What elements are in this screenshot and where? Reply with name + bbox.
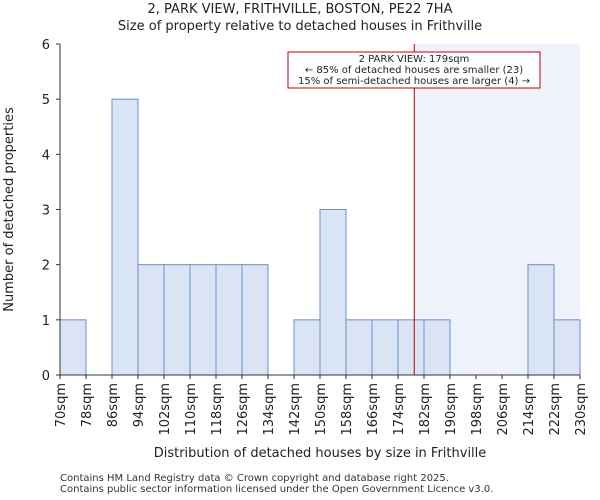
x-tick-label: 86sqm	[106, 383, 121, 427]
x-tick-label: 230sqm	[574, 383, 589, 436]
x-tick-label: 126sqm	[236, 383, 251, 436]
chart-subtitle: Size of property relative to detached ho…	[117, 19, 483, 34]
chart-title: 2, PARK VIEW, FRITHVILLE, BOSTON, PE22 7…	[147, 2, 453, 17]
x-axis-label: Distribution of detached houses by size …	[154, 446, 487, 461]
x-tick-label: 118sqm	[210, 383, 225, 436]
x-tick-label: 174sqm	[392, 383, 407, 436]
x-tick-label: 158sqm	[340, 383, 355, 436]
histogram-chart: 0 1 2 3 4 5 6 70sqm 78sqm 86sqm 94sqm 102sqm 110sqm 1…	[2, 38, 589, 461]
annotation-line-3: 15% of semi-detached houses are larger (…	[298, 76, 530, 87]
x-tick-label: 206sqm	[496, 383, 511, 436]
y-tick-label: 2	[42, 259, 50, 274]
bar-142sqm	[293, 319, 321, 376]
y-axis-label: Number of detached properties	[2, 107, 17, 312]
bar-182sqm	[423, 319, 451, 376]
bar-150sqm	[319, 209, 347, 376]
x-tick-label: 134sqm	[262, 383, 277, 436]
footer-line-2: Contains public sector information licen…	[60, 484, 494, 495]
x-tick-label: 102sqm	[158, 383, 173, 436]
x-tick-label: 198sqm	[470, 383, 485, 436]
x-tick-label: 222sqm	[548, 383, 563, 436]
bar-86sqm	[111, 98, 139, 376]
y-tick-label: 0	[42, 369, 50, 384]
bar-158sqm	[345, 319, 373, 376]
x-tick-label: 70sqm	[54, 383, 69, 427]
y-tick-label: 1	[42, 314, 50, 329]
annotation-line-1: 2 PARK VIEW: 179sqm	[359, 54, 470, 65]
bar-174sqm	[397, 319, 425, 376]
bar-70sqm	[59, 319, 87, 376]
x-tick-label: 190sqm	[444, 383, 459, 436]
bar-126sqm	[241, 264, 269, 376]
y-tick-label: 3	[42, 204, 50, 219]
bar-118sqm	[215, 264, 243, 376]
annotation-border	[287, 51, 541, 89]
x-tick-label: 214sqm	[522, 383, 537, 436]
annotation-box: 2 PARK VIEW: 179sqm ← 85% of detached ho…	[287, 51, 541, 89]
y-tick-label: 4	[42, 148, 50, 163]
x-tick-label: 142sqm	[288, 383, 303, 436]
bar-222sqm	[553, 319, 581, 376]
x-tick-label: 110sqm	[184, 383, 199, 436]
bar-166sqm	[371, 319, 399, 376]
x-tick-label: 150sqm	[314, 383, 329, 436]
x-tick-label: 182sqm	[418, 383, 433, 436]
y-tick-label: 5	[42, 93, 50, 108]
bar-110sqm	[189, 264, 217, 376]
y-tick-label: 6	[42, 38, 50, 53]
annotation-line-2: ← 85% of detached houses are smaller (23…	[305, 65, 523, 76]
bar-102sqm	[163, 264, 191, 376]
footer-line-1: Contains HM Land Registry data © Crown c…	[60, 473, 449, 484]
bar-214sqm	[527, 264, 555, 376]
x-tick-label: 78sqm	[80, 383, 95, 427]
x-tick-label: 166sqm	[366, 383, 381, 436]
bar-94sqm	[137, 264, 165, 376]
x-tick-label: 94sqm	[132, 383, 147, 427]
